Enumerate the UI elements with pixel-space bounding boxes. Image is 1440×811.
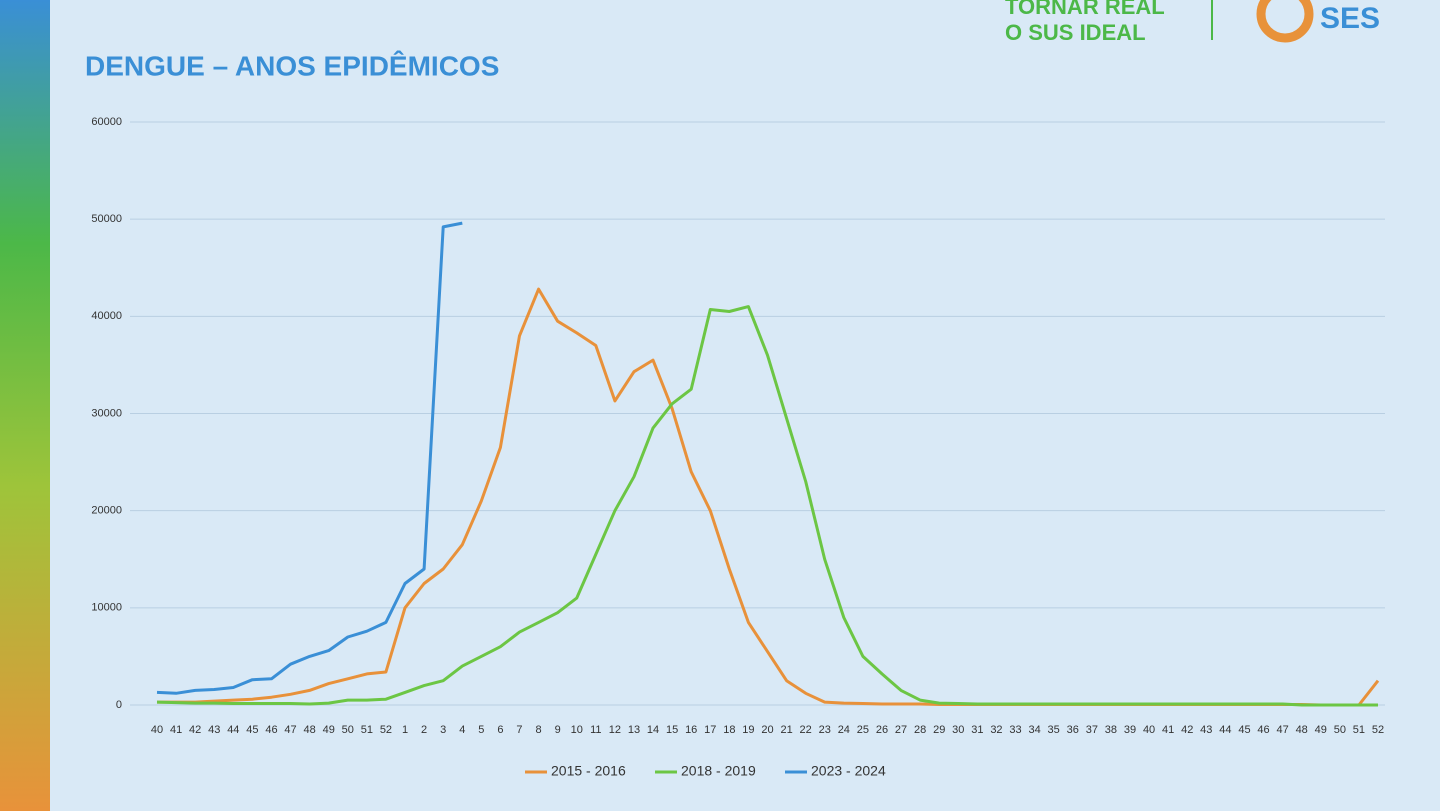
x-tick-label: 24 xyxy=(838,724,850,736)
x-tick-label: 18 xyxy=(723,724,735,736)
x-tick-label: 13 xyxy=(628,724,640,736)
x-tick-label: 40 xyxy=(1143,724,1155,736)
x-tick-label: 51 xyxy=(361,724,373,736)
x-tick-label: 40 xyxy=(151,724,163,736)
y-tick-label: 20000 xyxy=(91,505,122,517)
y-tick-label: 0 xyxy=(116,699,122,711)
x-tick-label: 42 xyxy=(1181,724,1193,736)
x-tick-label: 52 xyxy=(380,724,392,736)
slogan: TORNAR REAL xyxy=(1005,0,1165,19)
x-tick-label: 3 xyxy=(440,724,446,736)
x-tick-label: 45 xyxy=(246,724,258,736)
x-tick-label: 46 xyxy=(1257,724,1269,736)
legend-label: 2018 - 2019 xyxy=(681,763,756,779)
x-tick-label: 30 xyxy=(952,724,964,736)
x-tick-label: 2 xyxy=(421,724,427,736)
x-tick-label: 1 xyxy=(402,724,408,736)
x-tick-label: 4 xyxy=(459,724,465,736)
chart-title: DENGUE – ANOS EPIDÊMICOS xyxy=(85,50,499,81)
x-tick-label: 49 xyxy=(323,724,335,736)
series-line xyxy=(156,305,1378,707)
x-tick-label: 9 xyxy=(555,724,561,736)
x-tick-label: 29 xyxy=(933,724,945,736)
x-tick-label: 46 xyxy=(265,724,277,736)
x-tick-label: 41 xyxy=(1162,724,1174,736)
x-tick-label: 39 xyxy=(1124,724,1136,736)
x-tick-label: 14 xyxy=(647,724,659,736)
y-tick-label: 40000 xyxy=(91,310,122,322)
x-tick-label: 50 xyxy=(342,724,354,736)
x-tick-label: 27 xyxy=(895,724,907,736)
x-tick-label: 16 xyxy=(685,724,697,736)
x-tick-label: 23 xyxy=(819,724,831,736)
x-tick-label: 51 xyxy=(1353,724,1365,736)
legend-label: 2023 - 2024 xyxy=(811,763,886,779)
x-tick-label: 28 xyxy=(914,724,926,736)
x-tick-label: 48 xyxy=(304,724,316,736)
legend-label: 2015 - 2016 xyxy=(551,763,626,779)
y-tick-label: 10000 xyxy=(91,602,122,614)
x-tick-label: 47 xyxy=(284,724,296,736)
x-tick-label: 8 xyxy=(536,724,542,736)
x-tick-label: 45 xyxy=(1238,724,1250,736)
x-tick-label: 52 xyxy=(1372,724,1384,736)
x-tick-label: 42 xyxy=(189,724,201,736)
x-tick-label: 35 xyxy=(1048,724,1060,736)
x-tick-label: 32 xyxy=(990,724,1002,736)
x-tick-label: 31 xyxy=(971,724,983,736)
logo: SES xyxy=(1320,2,1380,35)
series-line xyxy=(156,221,463,695)
x-tick-label: 43 xyxy=(1200,724,1212,736)
x-tick-label: 5 xyxy=(478,724,484,736)
x-tick-label: 38 xyxy=(1105,724,1117,736)
x-tick-label: 12 xyxy=(609,724,621,736)
x-tick-label: 33 xyxy=(1009,724,1021,736)
side-strip xyxy=(0,0,50,811)
x-tick-label: 6 xyxy=(497,724,503,736)
x-tick-label: 22 xyxy=(800,724,812,736)
x-tick-label: 36 xyxy=(1067,724,1079,736)
x-tick-label: 25 xyxy=(857,724,869,736)
x-tick-label: 37 xyxy=(1086,724,1098,736)
x-tick-label: 47 xyxy=(1276,724,1288,736)
x-tick-label: 26 xyxy=(876,724,888,736)
x-tick-label: 19 xyxy=(742,724,754,736)
x-tick-label: 43 xyxy=(208,724,220,736)
x-tick-label: 21 xyxy=(780,724,792,736)
y-tick-label: 30000 xyxy=(91,407,122,419)
x-tick-label: 10 xyxy=(571,724,583,736)
logo-ring xyxy=(1256,0,1314,43)
x-tick-label: 20 xyxy=(761,724,773,736)
slogan: O SUS IDEAL xyxy=(1005,20,1146,45)
x-tick-label: 44 xyxy=(1219,724,1231,736)
x-tick-label: 11 xyxy=(590,724,601,736)
x-tick-label: 41 xyxy=(170,724,182,736)
x-tick-label: 15 xyxy=(666,724,678,736)
x-tick-label: 49 xyxy=(1315,724,1327,736)
x-tick-label: 17 xyxy=(704,724,716,736)
x-tick-label: 7 xyxy=(516,724,522,736)
y-tick-label: 60000 xyxy=(91,116,122,128)
y-tick-label: 50000 xyxy=(91,213,122,225)
x-tick-label: 34 xyxy=(1028,724,1040,736)
x-tick-label: 48 xyxy=(1296,724,1308,736)
x-tick-label: 50 xyxy=(1334,724,1346,736)
x-tick-label: 44 xyxy=(227,724,239,736)
